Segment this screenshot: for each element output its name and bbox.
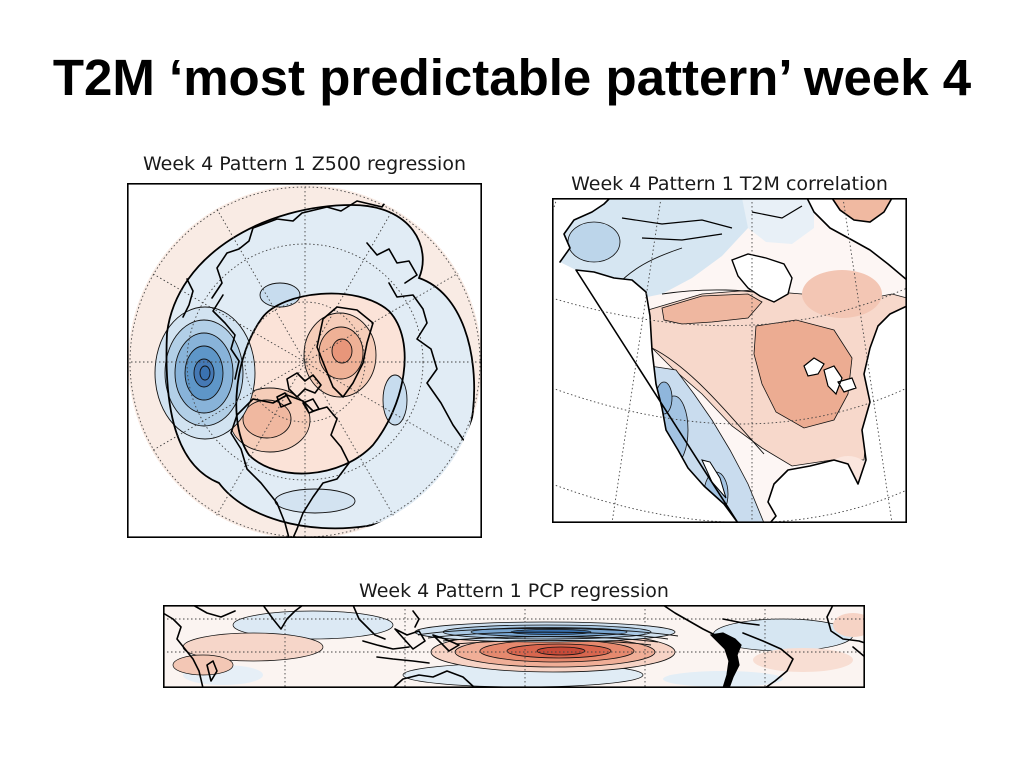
positive-correlation-east-canada (802, 270, 882, 318)
coastline-caribbean (722, 618, 760, 626)
negative-core (199, 365, 211, 381)
coastline-alaska-siberia (212, 294, 240, 380)
coastline-india (262, 605, 304, 630)
pcp-field (163, 605, 865, 688)
coastline-lesser-sunda (376, 656, 430, 664)
hudson-bay (731, 253, 793, 303)
coastline-africa-west (826, 605, 865, 658)
t2m-correlation-map (552, 198, 907, 523)
pcp-contour-2 (427, 631, 669, 640)
positive-correlation-core (753, 319, 853, 429)
graticule-latitude-1 (244, 301, 366, 423)
z500-field (128, 185, 482, 538)
coastline-arabia (192, 605, 236, 618)
z500-panel-title: Week 4 Pattern 1 Z500 regression (142, 153, 467, 175)
positive-contour-3 (331, 338, 353, 364)
pcp-contour-4 (454, 639, 652, 646)
pcp-contour-3 (442, 636, 659, 643)
z500-map-frame (127, 183, 482, 538)
arctic-channels (621, 205, 803, 241)
negative-pcp-south-america (663, 671, 783, 687)
coastline-scandinavia (366, 242, 418, 284)
coastline-madagascar (206, 660, 218, 682)
coastline-north-america-west (230, 414, 290, 538)
positive-pcp-core (536, 646, 586, 656)
negative-correlation-alaska (567, 221, 621, 263)
coastline-north-america-east (236, 394, 350, 538)
graticule-meridian-4 (202, 185, 408, 538)
coastline-southeast-asia (352, 605, 386, 640)
coastline-greenland (316, 306, 374, 398)
pcp-panel-title: Week 4 Pattern 1 PCP regression (359, 580, 669, 602)
coastline-sumatra-java (362, 640, 410, 650)
positive-correlation-canada-band (661, 293, 763, 325)
graticule-meridian-2 (611, 198, 662, 523)
slide-title: T2M ‘most predictable pattern’ week 4 (52, 49, 972, 106)
coastline-japan (182, 278, 194, 318)
coastline-africa-east (163, 612, 204, 688)
graticule-parallel-2 (552, 387, 907, 425)
correlation-contour-1 (651, 347, 765, 455)
t2m-panel-title: Week 4 Pattern 1 T2M correlation (571, 173, 888, 195)
pcp-regression-map (163, 605, 865, 688)
coastline-borneo (394, 628, 426, 650)
pcp-contour-1 (417, 627, 679, 637)
coastline-europe-africa (388, 282, 482, 456)
positive-pcp-west-africa (833, 613, 865, 637)
positive-pcp-east-pacific (753, 648, 853, 672)
great-lakes (803, 357, 857, 396)
t2m-map-frame (552, 198, 907, 523)
coastline-new-guinea (432, 634, 460, 652)
coastline-australia (392, 670, 476, 688)
graticule-meridian-4 (842, 198, 893, 523)
coastline-south-america-west (709, 632, 742, 688)
z500-regression-map (127, 183, 482, 538)
negative-cell-atlantic (382, 374, 408, 426)
positive-contour-5 (242, 399, 292, 439)
coastline-philippines (412, 610, 420, 628)
greenland (831, 198, 893, 223)
pcp-map-frame (163, 605, 865, 688)
coastline-north-america (559, 198, 907, 523)
zero-contour-outer (165, 204, 476, 530)
coastline-south-america-east (742, 632, 794, 688)
coastline-central-america (662, 605, 716, 636)
positive-pcp-africa (172, 654, 234, 676)
negative-cell-south (274, 488, 356, 514)
